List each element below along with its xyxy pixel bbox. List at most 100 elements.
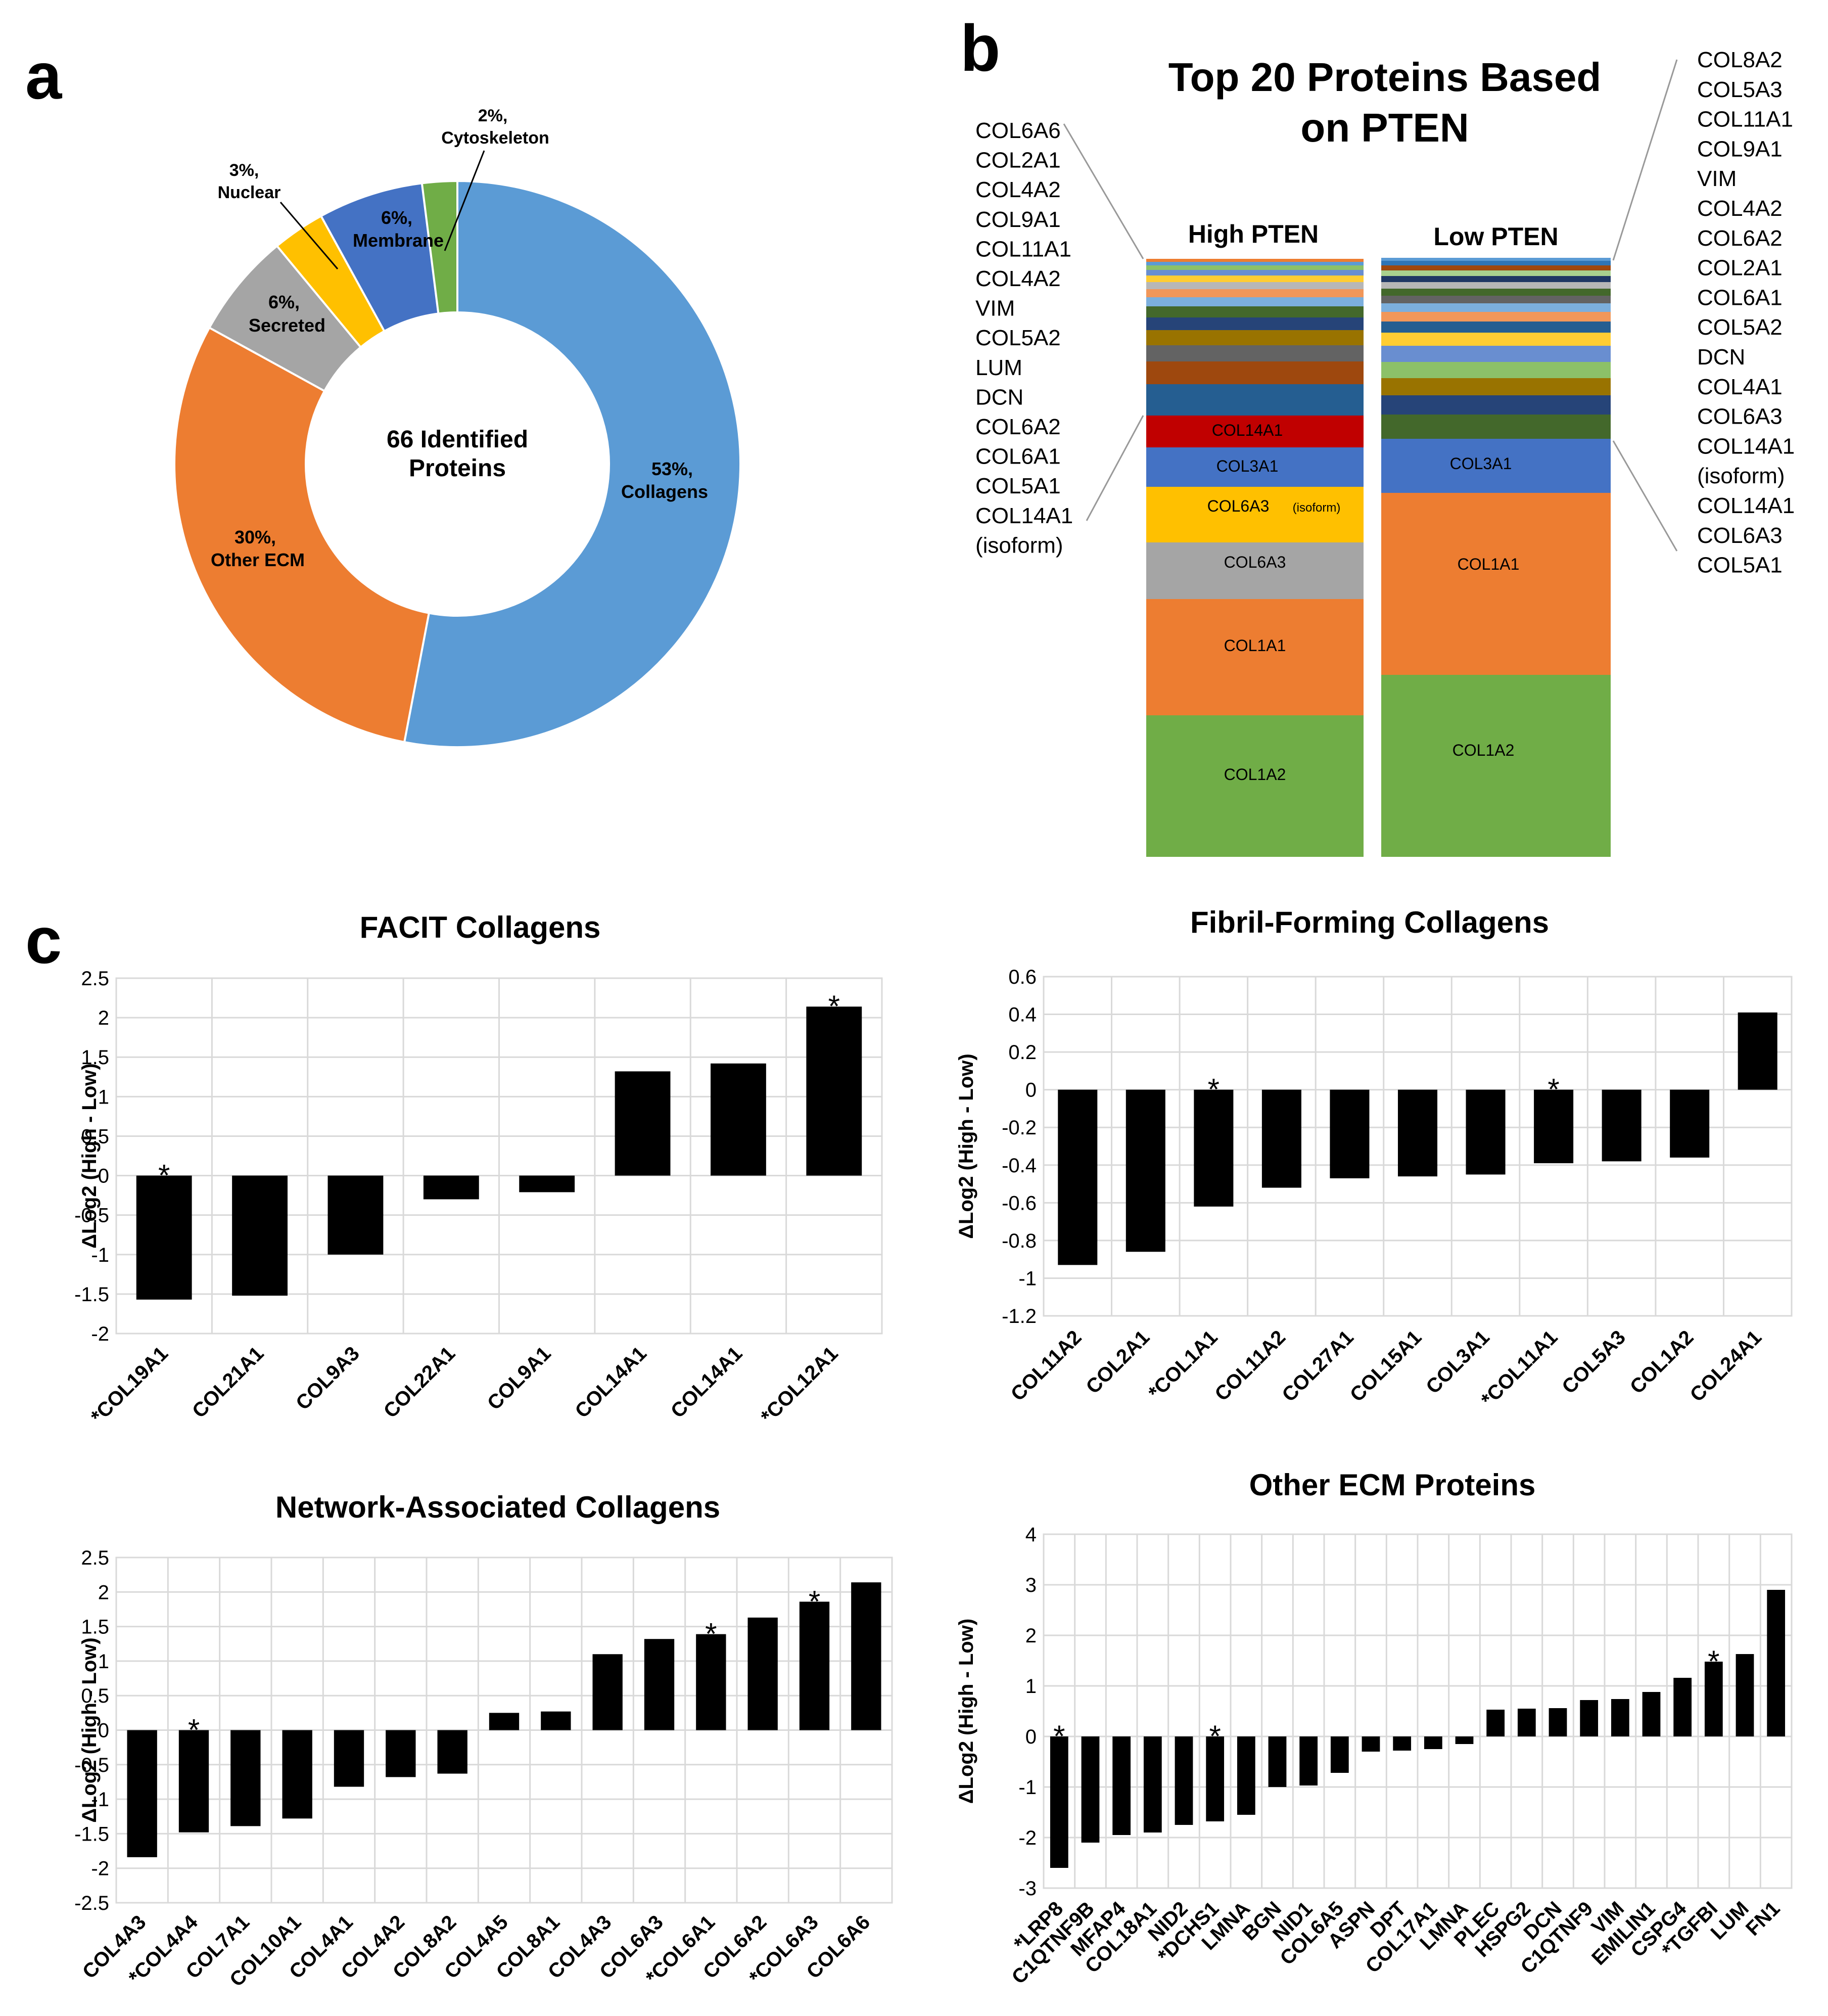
bar <box>799 1601 830 1730</box>
y-tick-label: 3 <box>1025 1574 1037 1596</box>
right-list-item: COL6A1 <box>1697 285 1783 310</box>
chart-title: Fibril-Forming Collagens <box>1190 905 1549 939</box>
bar <box>1549 1708 1567 1736</box>
high-seg-label-col6a3: COL6A3 <box>1224 553 1286 571</box>
high-seg-minor <box>1146 270 1364 276</box>
left-list-item: COL11A1 <box>975 237 1071 261</box>
high-seg-minor <box>1146 345 1364 361</box>
bar <box>1673 1678 1692 1736</box>
right-list-item: COL4A1 <box>1697 375 1783 399</box>
low-seg-col1a2 <box>1381 675 1611 857</box>
panel-label-a: a <box>25 39 63 113</box>
high-seg-minor <box>1146 384 1364 416</box>
high-seg-minor <box>1146 330 1364 345</box>
high-seg-col1a2 <box>1146 715 1364 857</box>
bar <box>1126 1089 1165 1252</box>
high-seg-minor <box>1146 306 1364 317</box>
x-tick-label: COL27A1 <box>1278 1326 1357 1406</box>
y-tick-label: -0.5 <box>74 1205 109 1227</box>
right-list-bracket-bottom <box>1612 440 1678 552</box>
panel-label-b: b <box>960 11 1000 85</box>
bar <box>644 1639 675 1730</box>
bar <box>1261 1089 1301 1188</box>
left-list-bracket-bottom <box>1086 415 1144 521</box>
donut-label-secreted-pct: 6%, <box>268 292 300 312</box>
donut-label-nuclear-pct: 3%, <box>229 161 259 180</box>
bar <box>1767 1590 1786 1736</box>
bar <box>1397 1089 1438 1177</box>
left-list-bracket-top <box>1063 123 1144 259</box>
bar-chart-4: 4 3 2 1 0 -1 -2 -3 Other ECM Proteins ΔLog2 (High… <box>955 1468 1793 1989</box>
significance-marker: * <box>1209 1719 1221 1753</box>
right-list-item: COL14A1 <box>1697 493 1795 518</box>
bar <box>230 1730 261 1826</box>
high-seg-label-isoform: (isoform) <box>1293 501 1341 515</box>
x-tick-label: COL14A1 <box>571 1342 650 1422</box>
high-seg-col14a1 <box>1146 416 1364 447</box>
significance-marker: * <box>1548 1073 1559 1107</box>
bar <box>1670 1089 1710 1158</box>
right-list-item: COL9A1 <box>1697 136 1783 161</box>
low-seg-minor <box>1381 346 1611 362</box>
low-seg-minor <box>1381 276 1611 282</box>
high-seg-minor <box>1146 317 1364 330</box>
x-tick-label: COL21A1 <box>188 1342 268 1422</box>
low-seg-minor <box>1381 395 1611 415</box>
stack-title-line2: on PTEN <box>1300 105 1469 150</box>
right-list-item: COL11A1 <box>1697 107 1793 132</box>
bar <box>1143 1736 1162 1832</box>
bar <box>851 1582 881 1730</box>
bar <box>1611 1699 1629 1736</box>
bar <box>1330 1089 1370 1178</box>
bar <box>1642 1692 1661 1736</box>
bar <box>592 1654 623 1730</box>
bar <box>1486 1710 1505 1736</box>
high-seg-col6a3 <box>1146 542 1364 599</box>
low-seg-label-col3a1: COL3A1 <box>1450 454 1512 473</box>
y-tick-label: 2 <box>98 1007 109 1029</box>
bar <box>747 1617 778 1730</box>
right-list-item: COL2A1 <box>1697 256 1783 281</box>
bar <box>1534 1089 1574 1164</box>
y-tick-label: -0.2 <box>1002 1117 1037 1139</box>
left-list-item: (isoform) <box>975 533 1063 558</box>
high-seg-minor <box>1146 289 1364 297</box>
bar <box>1112 1736 1131 1835</box>
y-tick-label: -1 <box>91 1244 109 1266</box>
y-tick-label: 0.4 <box>1008 1004 1037 1026</box>
high-pten-label: High PTEN <box>1188 220 1319 248</box>
bar <box>1362 1736 1380 1752</box>
low-seg-minor <box>1381 333 1611 346</box>
y-tick-label: -0.4 <box>1002 1155 1037 1177</box>
bar <box>1517 1709 1536 1736</box>
significance-marker: * <box>828 989 840 1023</box>
donut-chart: 66 Identified Proteins 53%, Collagens 30… <box>173 106 741 748</box>
left-list-item: COL4A2 <box>975 177 1061 202</box>
bar <box>1050 1736 1068 1868</box>
donut-label-nuclear-name: Nuclear <box>218 183 281 202</box>
bar <box>1455 1736 1474 1744</box>
y-tick-label: -0.8 <box>1002 1230 1037 1252</box>
left-list-item: COL6A2 <box>975 415 1061 439</box>
y-tick-label: 0 <box>1025 1079 1037 1102</box>
low-seg-minor <box>1381 261 1611 265</box>
left-list-item: COL2A1 <box>975 148 1061 173</box>
significance-marker: * <box>1708 1644 1719 1678</box>
y-axis-label: ΔLog2 (High - Low) <box>955 1053 977 1239</box>
bar <box>1299 1736 1318 1785</box>
y-tick-label: 2 <box>98 1581 109 1603</box>
y-tick-label: -3 <box>1018 1877 1037 1900</box>
right-list-item: COL5A2 <box>1697 315 1783 340</box>
left-list-item: COL14A1 <box>975 503 1073 528</box>
x-tick-label: COL3A1 <box>1422 1326 1494 1398</box>
donut-leader-cytoskeleton <box>444 150 485 251</box>
significance-marker: * <box>158 1159 170 1193</box>
x-tick-label: COL11A2 <box>1210 1326 1290 1405</box>
donut-label-collagens-pct: 53%, <box>651 459 693 479</box>
high-seg-label-col14a1: COL14A1 <box>1212 421 1283 439</box>
bar <box>615 1071 671 1176</box>
x-tick-label: *COL19A1 <box>87 1342 172 1428</box>
left-protein-list: COL6A6 COL2A1 COL4A2 COL9A1 COL11A1 COL4A2 VIM… <box>975 118 1073 558</box>
y-tick-label: -0.6 <box>1002 1192 1037 1214</box>
significance-marker: * <box>705 1617 717 1651</box>
